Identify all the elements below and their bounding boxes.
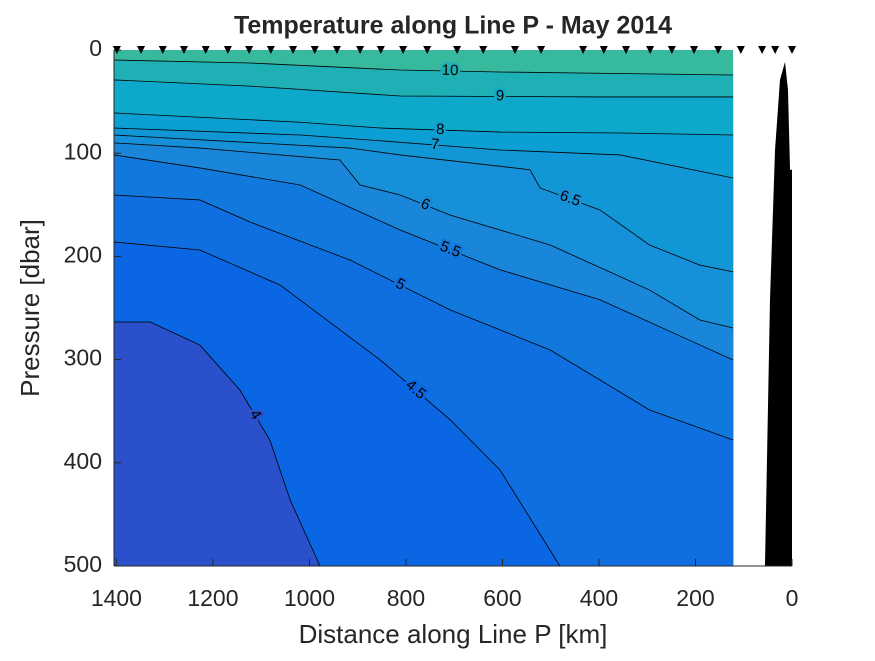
station-marker (690, 46, 699, 54)
station-marker (399, 46, 408, 54)
station-marker (511, 46, 520, 54)
contour-label: 10 (442, 62, 459, 79)
contour-line (114, 194, 734, 441)
x-tick-label: 400 (580, 585, 618, 611)
station-marker (266, 46, 275, 54)
station-marker (376, 46, 385, 54)
y-tick-label: 400 (64, 448, 102, 474)
contour-label: 9 (496, 87, 504, 104)
station-marker (646, 46, 655, 54)
x-tick-label: 1400 (91, 585, 142, 611)
axes: 0 200 400 600 800 1000 1200 1400 0 100 200 300 400 50… (64, 35, 799, 611)
y-tick-label: 100 (64, 138, 102, 164)
station-marker (245, 46, 254, 54)
x-tick-label: 1000 (284, 585, 335, 611)
x-tick-label: 200 (676, 585, 714, 611)
contour-line (114, 112, 734, 136)
station-marker (667, 46, 676, 54)
station-marker (714, 46, 723, 54)
y-tick-label: 500 (64, 551, 102, 577)
station-marker (788, 46, 796, 54)
contour-line (114, 154, 734, 361)
x-tick-label: 1200 (187, 585, 238, 611)
y-tick-label: 200 (64, 241, 102, 267)
station-marker (537, 46, 546, 54)
contour-band (114, 322, 321, 566)
station-marker (310, 46, 319, 54)
station-marker (599, 46, 608, 54)
bathymetry (764, 61, 792, 566)
y-tick-label: 300 (64, 345, 102, 371)
chart-title: Temperature along Line P - May 2014 (234, 12, 672, 40)
station-marker (479, 46, 488, 54)
contour-line (114, 142, 734, 329)
contour-line (114, 134, 734, 273)
y-tick-label: 0 (89, 35, 102, 61)
x-tick-label: 0 (786, 585, 799, 611)
contour-line (114, 321, 321, 566)
x-tick-label: 600 (483, 585, 521, 611)
station-marker (112, 46, 121, 54)
station-marker (579, 46, 588, 54)
contour-label: 7 (430, 136, 440, 154)
station-marker (332, 46, 341, 54)
x-tick-label: 800 (387, 585, 425, 611)
station-marker (356, 46, 365, 54)
station-marker (158, 46, 167, 54)
station-marker (423, 46, 432, 54)
station-marker (201, 46, 210, 54)
contour-line (114, 79, 734, 98)
contour-label: 8 (436, 121, 445, 138)
station-marker (736, 46, 745, 54)
station-marker (758, 46, 767, 54)
station-marker (289, 46, 298, 54)
y-axis-label: Pressure [dbar] (15, 219, 45, 397)
contour-line (114, 241, 561, 566)
station-marker (621, 46, 630, 54)
x-axis-label: Distance along Line P [km] (299, 619, 608, 649)
station-marker (179, 46, 188, 54)
station-marker (453, 46, 462, 54)
station-marker (771, 46, 780, 54)
station-marker (223, 46, 232, 54)
contour-line (114, 127, 734, 179)
station-marker (137, 46, 146, 54)
contour-line (114, 59, 734, 76)
